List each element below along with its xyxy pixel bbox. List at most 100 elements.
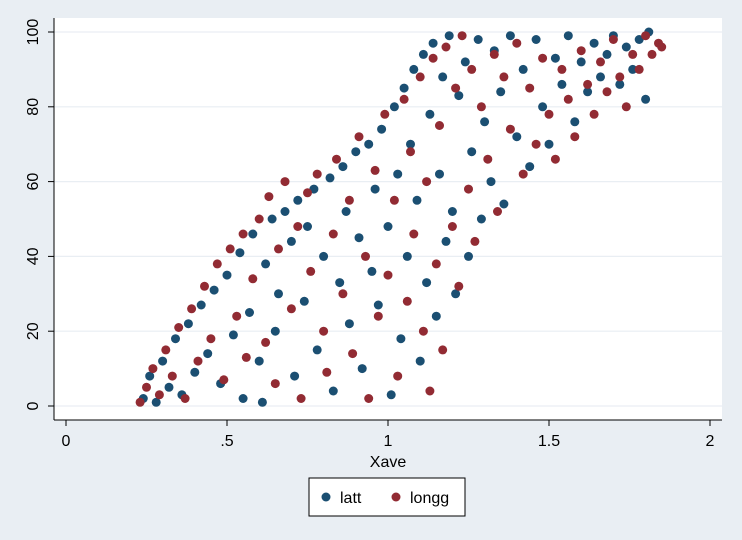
y-tick-label-40: 40 [25,247,42,265]
point-longg-69 [489,49,499,59]
point-longg-37 [348,349,358,359]
point-latt-54 [402,251,412,261]
point-longg-44 [383,270,393,280]
x-tick-label-1: 1 [384,433,393,450]
point-latt-98 [615,79,625,89]
point-longg-56 [431,259,441,269]
point-latt-35 [328,386,338,396]
point-longg-54 [425,386,435,396]
point-longg-79 [550,154,560,164]
point-longg-23 [274,244,283,254]
point-longg-84 [583,79,593,89]
point-longg-53 [422,177,432,187]
point-latt-102 [641,94,651,104]
point-longg-6 [174,323,184,332]
point-latt-85 [531,35,541,44]
legend: latt longg [308,477,466,517]
point-latt-26 [286,236,296,246]
point-longg-57 [435,121,444,130]
point-latt-99 [621,42,631,52]
point-longg-12 [212,259,222,269]
point-longg-34 [332,154,341,164]
point-longg-43 [380,109,390,119]
point-longg-91 [628,49,638,59]
point-longg-20 [261,337,271,347]
point-longg-31 [319,326,329,336]
point-latt-49 [386,390,396,400]
point-longg-21 [264,192,274,202]
point-latt-36 [335,278,345,288]
point-longg-5 [167,371,177,381]
point-latt-13 [222,270,232,280]
point-longg-86 [596,57,605,67]
point-longg-30 [312,169,322,179]
point-latt-76 [480,117,490,127]
point-longg-15 [232,311,242,321]
point-latt-2 [151,397,161,407]
point-latt-56 [409,64,419,74]
point-longg-75 [525,83,535,93]
point-longg-55 [428,53,438,63]
point-longg-78 [544,109,554,119]
y-tick-label-100: 100 [25,19,42,46]
point-longg-35 [338,289,348,299]
point-latt-30 [303,222,312,231]
legend-marker-latt [321,492,331,502]
point-longg-16 [238,229,248,239]
x-tick-label-1.5: 1.5 [538,433,560,450]
y-axis: 0 20 40 60 80 100 [25,18,55,420]
x-tick-label-0: 0 [62,433,71,450]
point-longg-46 [393,371,403,381]
point-latt-41 [354,233,364,243]
legend-label-latt: latt [340,490,362,507]
point-latt-20 [257,397,267,407]
x-axis: 0 .5 1 1.5 2 [54,419,722,450]
point-latt-24 [274,289,283,299]
point-latt-92 [576,57,586,67]
point-longg-13 [219,375,229,385]
point-longg-17 [241,352,251,362]
point-longg-68 [483,154,493,164]
point-latt-62 [428,38,438,48]
y-tick-label-60: 60 [25,173,42,191]
point-latt-38 [341,207,351,216]
point-longg-88 [608,35,618,44]
point-longg-19 [254,214,264,224]
point-latt-50 [389,102,399,112]
point-latt-74 [473,35,483,44]
point-latt-75 [476,214,486,224]
point-latt-17 [245,308,254,317]
point-longg-8 [187,304,197,314]
point-longg-96 [657,42,667,52]
point-longg-45 [389,195,399,205]
x-axis-title: Xave [370,454,407,471]
point-latt-77 [486,177,496,187]
point-latt-52 [396,334,406,344]
point-latt-47 [377,124,387,134]
point-latt-46 [373,300,383,310]
point-longg-83 [576,46,586,56]
point-longg-22 [270,379,280,389]
point-latt-27 [290,371,300,381]
point-latt-90 [563,31,573,41]
point-latt-25 [280,207,290,216]
point-latt-44 [367,266,377,276]
point-latt-57 [412,195,422,205]
point-longg-3 [154,390,164,400]
point-longg-77 [538,53,548,63]
point-latt-4 [164,382,174,392]
point-latt-79 [496,87,506,97]
point-longg-41 [370,165,380,175]
point-latt-39 [344,319,354,329]
point-longg-18 [248,274,258,284]
point-longg-63 [457,31,467,41]
point-longg-36 [344,195,354,205]
point-longg-27 [296,394,306,403]
point-latt-29 [299,296,309,306]
point-latt-67 [444,31,454,41]
point-longg-93 [641,31,651,41]
point-latt-69 [451,289,461,299]
point-latt-5 [171,334,180,344]
point-longg-71 [499,72,509,82]
point-latt-68 [447,207,457,216]
